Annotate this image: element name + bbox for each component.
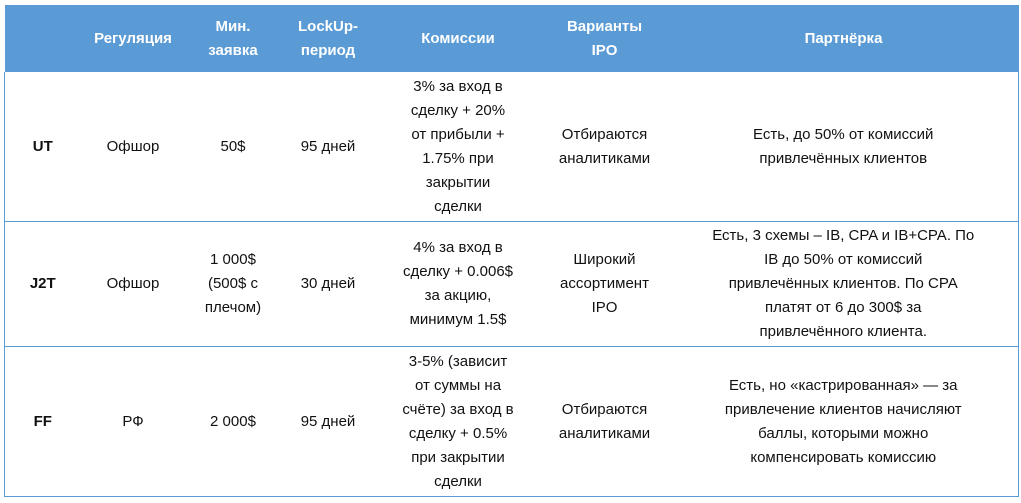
lockup: 95 дней <box>280 346 376 497</box>
commission: 4% за вход в сделку + 0.006$ за акцию, м… <box>375 221 541 347</box>
broker-name: FF <box>4 346 81 497</box>
table-row: UT Офшор 50$ 95 дней 3% за вход в сделку… <box>4 72 1019 222</box>
commission: 3-5% (зависит от суммы на счёте) за вход… <box>375 346 541 497</box>
min-order: 1 000$ (500$ с плечом) <box>185 221 281 347</box>
ipo-options: Широкий ассортимент IPO <box>540 221 669 347</box>
broker-name: J2T <box>4 221 81 347</box>
header-commission: Комиссии <box>375 5 541 72</box>
lockup: 95 дней <box>280 72 376 222</box>
header-row: Регуляция Мин. заявка LockUp- период Ком… <box>4 5 1019 72</box>
broker-comparison-table: Регуляция Мин. заявка LockUp- период Ком… <box>4 5 1019 497</box>
header-ipo: Варианты IPO <box>540 5 669 72</box>
regulation: РФ <box>80 346 186 497</box>
ipo-options: Отбираются аналитиками <box>540 72 669 222</box>
header-lockup: LockUp- период <box>280 5 376 72</box>
header-partner: Партнёрка <box>668 5 1019 72</box>
header-regulation: Регуляция <box>80 5 186 72</box>
partner-program: Есть, но «кастрированная» — за привлечен… <box>668 346 1019 497</box>
min-order: 2 000$ <box>185 346 281 497</box>
partner-program: Есть, до 50% от комиссий привлечённых кл… <box>668 72 1019 222</box>
ipo-options: Отбираются аналитиками <box>540 346 669 497</box>
table-row: J2T Офшор 1 000$ (500$ с плечом) 30 дней… <box>4 221 1019 347</box>
regulation: Офшор <box>80 221 186 347</box>
commission: 3% за вход в сделку + 20% от прибыли + 1… <box>375 72 541 222</box>
table-row: FF РФ 2 000$ 95 дней 3-5% (зависит от су… <box>4 346 1019 497</box>
regulation: Офшор <box>80 72 186 222</box>
min-order: 50$ <box>185 72 281 222</box>
broker-name: UT <box>4 72 81 222</box>
header-empty <box>4 5 81 72</box>
header-min-order: Мин. заявка <box>185 5 281 72</box>
partner-program: Есть, 3 схемы – IB, CPA и IB+CPA. По IB … <box>668 221 1019 347</box>
lockup: 30 дней <box>280 221 376 347</box>
